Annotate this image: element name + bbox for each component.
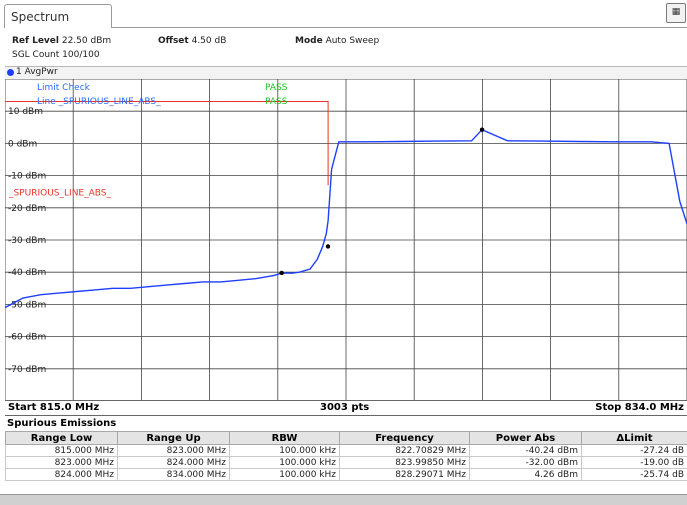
limit-check-title: Limit Check	[37, 83, 91, 93]
limit-line-label: _SPURIOUS_LINE_ABS_	[8, 188, 111, 198]
sgl-count: SGL Count 100/100	[12, 50, 100, 60]
limit-check-status: PASS	[265, 83, 288, 93]
tab-bar-divider	[112, 27, 687, 28]
y-tick-label: -30 dBm	[8, 236, 46, 246]
menu-icon[interactable]: ▦	[666, 3, 686, 23]
offset-label: Offset	[158, 36, 189, 46]
y-tick-label: -60 dBm	[8, 333, 46, 343]
cell-power-abs: -40.24 dBm	[470, 445, 582, 457]
y-tick-label: -20 dBm	[8, 204, 46, 214]
cell-delta-limit: -25.74 dB	[582, 469, 687, 481]
cell-delta-limit: -27.24 dB	[582, 445, 687, 457]
cell-range-up: 823.000 MHz	[118, 445, 230, 457]
marker-point	[326, 244, 330, 248]
y-tick-label: 0 dBm	[8, 139, 37, 149]
cell-rbw: 100.000 kHz	[230, 469, 340, 481]
ref-level: Ref Level 22.50 dBm	[12, 36, 111, 46]
column-header: Range Up	[118, 432, 230, 445]
status-strip	[0, 494, 687, 505]
cell-power-abs: -32.00 dBm	[470, 457, 582, 469]
ref-level-label: Ref Level	[12, 36, 59, 46]
cell-frequency: 822.70829 MHz	[340, 445, 470, 457]
plot-footer: Start 815.0 MHz 3003 pts Stop 834.0 MHz	[5, 400, 687, 416]
cell-range-up: 834.000 MHz	[118, 469, 230, 481]
cell-power-abs: 4.26 dBm	[470, 469, 582, 481]
spectrum-plot: 10 dBm 0 dBm -10 dBm -20 dBm -30 dBm -40 dBm -…	[5, 79, 687, 401]
column-header: RBW	[230, 432, 340, 445]
spurious-title: Spurious Emissions	[5, 416, 687, 431]
spurious-emissions-panel: Spurious Emissions Range Low Range Up RB…	[5, 416, 687, 502]
y-tick-label: 10 dBm	[8, 107, 43, 117]
trace-label: 1 AvgPwr	[16, 67, 58, 77]
table-row[interactable]: 824.000 MHz 834.000 MHz 100.000 kHz 828.…	[6, 469, 687, 481]
ref-level-value: 22.50 dBm	[62, 36, 111, 46]
y-tick-label: -10 dBm	[8, 172, 46, 182]
stop-frequency: Stop 834.0 MHz	[595, 402, 684, 413]
mode-label: Mode	[295, 36, 323, 46]
cell-rbw: 100.000 kHz	[230, 445, 340, 457]
cell-range-low: 815.000 MHz	[6, 445, 118, 457]
tab-spectrum[interactable]: Spectrum	[4, 4, 112, 28]
spurious-table: Range Low Range Up RBW Frequency Power A…	[5, 431, 687, 481]
trace-color-dot	[7, 69, 14, 76]
column-header: Power Abs	[470, 432, 582, 445]
cell-frequency: 823.99850 MHz	[340, 457, 470, 469]
column-header: Frequency	[340, 432, 470, 445]
limit-line-name: Line _SPURIOUS_LINE_ABS_	[37, 97, 161, 107]
table-header-row: Range Low Range Up RBW Frequency Power A…	[6, 432, 687, 445]
table-row[interactable]: 815.000 MHz 823.000 MHz 100.000 kHz 822.…	[6, 445, 687, 457]
offset-value: 4.50 dB	[192, 36, 227, 46]
column-header: Range Low	[6, 432, 118, 445]
marker-point	[279, 271, 283, 275]
start-frequency: Start 815.0 MHz	[8, 402, 99, 413]
mode: Mode Auto Sweep	[295, 36, 379, 46]
offset: Offset 4.50 dB	[158, 36, 226, 46]
y-tick-label: -50 dBm	[8, 300, 46, 310]
limit-line-status: PASS	[265, 97, 288, 107]
sweep-points: 3003 pts	[320, 402, 369, 413]
mode-value: Auto Sweep	[326, 36, 380, 46]
y-tick-label: -70 dBm	[8, 365, 46, 375]
cell-frequency: 828.29071 MHz	[340, 469, 470, 481]
cell-range-low: 824.000 MHz	[6, 469, 118, 481]
table-row[interactable]: 823.000 MHz 824.000 MHz 100.000 kHz 823.…	[6, 457, 687, 469]
column-header: ΔLimit	[582, 432, 687, 445]
trace-bar	[5, 66, 687, 80]
marker-point	[480, 127, 484, 131]
cell-rbw: 100.000 kHz	[230, 457, 340, 469]
cell-delta-limit: -19.00 dB	[582, 457, 687, 469]
cell-range-up: 824.000 MHz	[118, 457, 230, 469]
cell-range-low: 823.000 MHz	[6, 457, 118, 469]
y-tick-label: -40 dBm	[8, 268, 46, 278]
